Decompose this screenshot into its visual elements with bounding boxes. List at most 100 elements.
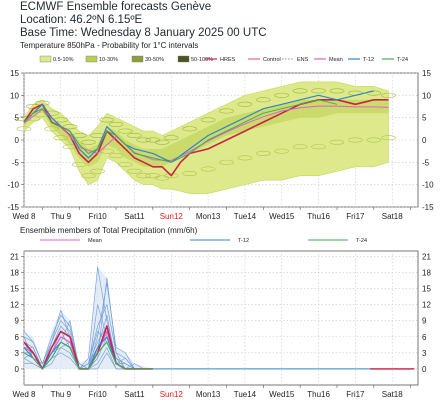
temperature-panel-title: Temperature 850hPa - Probability for 1°C… <box>20 41 199 50</box>
temp-x-tick-label: Sat18 <box>382 212 403 221</box>
prob-contour <box>200 117 216 123</box>
prob-contour <box>62 144 78 150</box>
prob-contour <box>71 162 87 168</box>
precip-x-tick-label: Fri17 <box>346 390 365 399</box>
precip-x-tick-label: Thu16 <box>307 390 330 399</box>
temp-x-tick-label: Thu16 <box>307 212 330 221</box>
prob-contour <box>219 108 234 114</box>
precip-y-tick-label: 6 <box>15 333 20 342</box>
prob-band-core <box>24 99 389 167</box>
precip-y-tick-label: 15 <box>10 285 19 294</box>
precip-x-tick-label: Mon13 <box>196 390 221 399</box>
prob-contour <box>99 117 115 123</box>
precip-y-tick-label-right: 12 <box>422 301 431 310</box>
temp-y-tick-label: 10 <box>10 91 19 100</box>
prob-contour <box>256 150 271 156</box>
prob-contour <box>154 139 170 145</box>
temp-x-tick-label: Fri17 <box>346 212 365 221</box>
prob-contour <box>348 137 363 143</box>
temp-x-tick-label: Wed 8 <box>13 212 37 221</box>
prob-contour <box>292 88 308 94</box>
precip-legend-label: T-12 <box>238 238 249 244</box>
prob-contour <box>163 173 179 179</box>
temp-y-tick-label-right: 5 <box>422 114 427 123</box>
legend-label: HRES <box>220 57 236 63</box>
prob-contour <box>81 139 96 145</box>
precip-y-tick-label-right: 21 <box>422 252 431 261</box>
temp-y-tick-label-right: 10 <box>422 91 431 100</box>
temp-y-tick-label-right: -10 <box>422 181 434 190</box>
precip-y-tick-label: 12 <box>10 301 19 310</box>
prob-contour <box>274 148 290 154</box>
precip-x-tick-label: Wed15 <box>269 390 295 399</box>
precip-x-tick-label: Tue14 <box>234 390 257 399</box>
precip-legend-label: Mean <box>88 238 102 244</box>
prob-contour <box>381 92 396 98</box>
temp-y-tick-label: -5 <box>12 158 20 167</box>
legend-swatch <box>131 55 144 63</box>
temp-x-tick-label: Thu 9 <box>51 212 72 221</box>
base-time-label: Base Time: Wednesday 8 January 2025 00 U… <box>20 27 267 39</box>
prob-contour <box>182 171 198 177</box>
prob-contour <box>62 124 78 130</box>
prob-contour <box>44 110 59 116</box>
legend-label: T-24 <box>397 57 408 63</box>
prob-contour <box>90 168 105 174</box>
mean-line <box>23 105 389 161</box>
prob-contour <box>237 155 253 161</box>
temp-x-tick-label: Sat11 <box>124 212 145 221</box>
prob-contour <box>136 137 151 143</box>
prob-contour <box>329 139 345 145</box>
temp-x-tick-label: Sun12 <box>160 212 184 221</box>
prob-contour <box>136 173 151 179</box>
prob-contour <box>163 135 179 141</box>
precip-y-tick-label-right: 6 <box>422 333 427 342</box>
legend-label: Control <box>263 57 281 63</box>
precip-x-tick-label: Thu 9 <box>51 390 72 399</box>
precip-t24-line <box>23 341 153 370</box>
precip-legend-label: T-24 <box>356 238 367 244</box>
temp-x-tick-label: Fri10 <box>89 212 108 221</box>
legend-swatch <box>39 55 52 63</box>
prob-contour <box>182 126 198 132</box>
temp-y-tick-label-right: -5 <box>422 158 430 167</box>
prob-contour <box>200 166 216 172</box>
prob-contour <box>311 88 326 94</box>
t24-line <box>23 99 338 163</box>
temp-y-tick-label-right: 15 <box>422 69 431 78</box>
prob-contour <box>16 126 32 132</box>
prob-contour <box>274 92 290 98</box>
precip-y-tick-label-right: 18 <box>422 268 431 277</box>
legend-label: 30-50% <box>145 57 164 63</box>
prob-contour <box>366 137 382 143</box>
precipitation-panel-title: Ensemble members of Total Precipitation … <box>20 226 198 235</box>
legend-label: 10-30% <box>99 57 118 63</box>
prob-contour <box>81 173 96 179</box>
precip-y-tick-label-right: 3 <box>422 349 427 358</box>
temp-y-tick-label: 15 <box>10 69 19 78</box>
legend-label: 0.5-10% <box>53 57 74 63</box>
precip-x-tick-label: Sun12 <box>160 390 184 399</box>
precip-y-tick-label: 3 <box>15 349 20 358</box>
precip-y-tick-label-right: 15 <box>422 285 431 294</box>
precip-y-tick-label-right: 0 <box>422 365 427 374</box>
prob-contour <box>117 162 133 168</box>
prob-contour <box>311 144 326 150</box>
legend-swatch <box>177 55 190 63</box>
prob-contour <box>237 101 253 107</box>
precip-spread <box>24 267 153 369</box>
prob-contour <box>53 135 69 141</box>
precip-x-tick-label: Sat18 <box>382 390 403 399</box>
prob-contour <box>219 159 234 165</box>
chart-title: ECMWF Ensemble forecasts Genève <box>20 1 212 13</box>
temp-x-tick-label: Tue14 <box>234 212 257 221</box>
location-label: Location: 46.2ºN 6.15ºE <box>20 14 143 26</box>
prob-contour <box>127 168 142 174</box>
prob-contour <box>127 133 142 139</box>
temp-x-tick-label: Wed15 <box>269 212 295 221</box>
prob-contour <box>329 88 345 94</box>
prob-contour <box>108 121 124 127</box>
prob-contour <box>256 97 271 103</box>
prob-contour <box>292 144 308 150</box>
